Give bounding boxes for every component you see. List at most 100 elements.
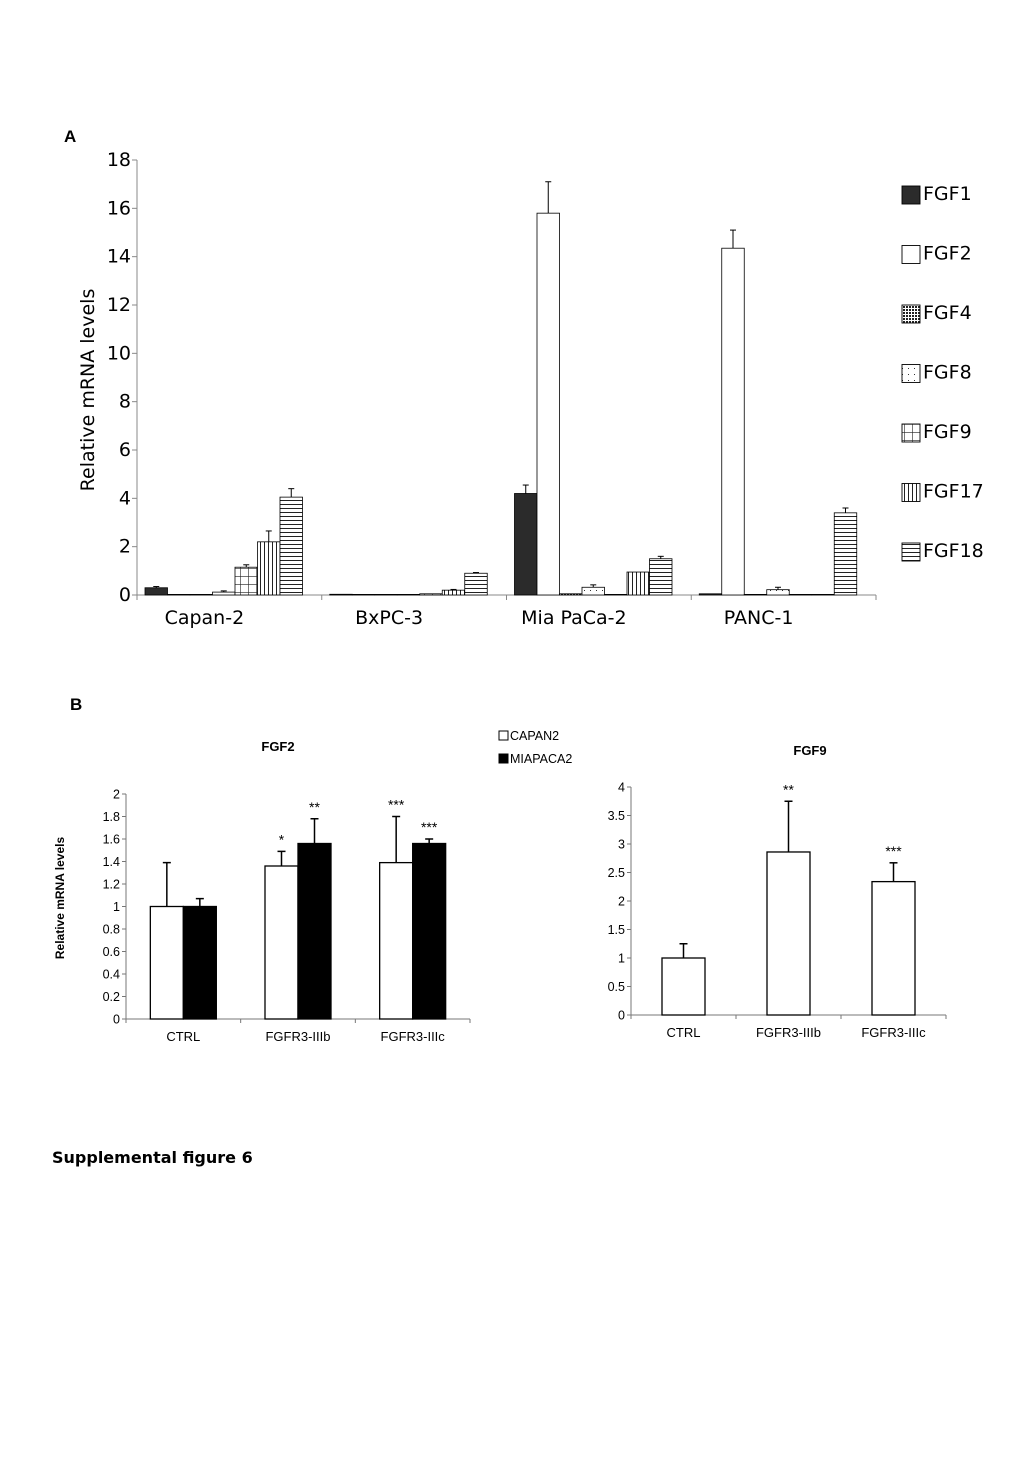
chart-a-y-tick-label: 4 bbox=[119, 487, 131, 509]
chart-a-bar-fgf4 bbox=[374, 594, 398, 596]
chart-a-bar-fgf1 bbox=[144, 587, 168, 596]
chart-a-legend-swatch bbox=[901, 185, 921, 205]
chart-a-bar-fgf2 bbox=[721, 247, 745, 596]
chart-b-fgf2: 0 0.2 0.4 0.6 0.8 1 1.2 1.4 1.6 1.8 2 CTRL FGFR3-III… bbox=[103, 729, 573, 1044]
chart-a-bar-fgf1 bbox=[329, 593, 353, 596]
chart-b1-bar-miapaca2 bbox=[297, 842, 332, 1020]
chart-b1-bar-capan2 bbox=[264, 865, 299, 1020]
chart-a-legend-swatch bbox=[901, 483, 921, 502]
chart-b1-y-tick-label: 0 bbox=[113, 1013, 120, 1027]
chart-a-legend-swatch bbox=[901, 364, 921, 383]
chart-b1-category-label: FGFR3-IIIc bbox=[381, 1029, 446, 1044]
chart-b1-significance-label: ** bbox=[309, 799, 320, 815]
chart-a-bar-fgf17 bbox=[626, 571, 650, 596]
chart-a-bar-fgf17 bbox=[811, 594, 835, 596]
chart-a-bar-fgf18 bbox=[649, 558, 673, 596]
chart-b1-significance-label: *** bbox=[388, 797, 405, 813]
chart-a-bar-fgf4 bbox=[189, 594, 213, 596]
chart-b2-y-tick-label: 3.5 bbox=[608, 809, 625, 823]
chart-a-legend-label: FGF18 bbox=[923, 540, 984, 562]
chart-b2-y-tick-label: 0 bbox=[618, 1009, 625, 1023]
chart-a-category-label: BxPC-3 bbox=[355, 607, 423, 629]
chart-b1-significance-label: * bbox=[279, 831, 285, 847]
chart-a-y-tick-label: 18 bbox=[107, 149, 131, 171]
chart-b2-y-tick-label: 2.5 bbox=[608, 866, 625, 880]
chart-b1-y-tick-label: 2 bbox=[113, 788, 120, 802]
chart-b2-significance-label: ** bbox=[783, 781, 794, 797]
chart-a-bar-fgf4 bbox=[559, 593, 583, 596]
chart-a-bar-fgf18 bbox=[464, 572, 488, 596]
chart-a-legend-label: FGF1 bbox=[923, 183, 972, 205]
chart-b1-y-tick-label: 1.8 bbox=[103, 810, 120, 824]
chart-b1-y-tick-label: 0.4 bbox=[103, 968, 120, 982]
chart-a-y-tick-label: 16 bbox=[107, 197, 131, 219]
chart-a-legend-swatch bbox=[901, 542, 921, 562]
chart-a-y-tick-label: 14 bbox=[107, 246, 131, 268]
chart-b1-y-tick-label: 1.6 bbox=[103, 833, 120, 847]
chart-b1-ylabel: Relative mRNA levels bbox=[53, 837, 67, 960]
chart-a-bar-fgf4 bbox=[743, 594, 768, 596]
chart-b2-y-tick-label: 1.5 bbox=[608, 923, 625, 937]
chart-b2-y-tick-label: 3 bbox=[618, 838, 625, 852]
chart-b2-category-label: CTRL bbox=[667, 1025, 701, 1040]
chart-a-legend-label: FGF9 bbox=[923, 421, 972, 443]
chart-b1-category-label: CTRL bbox=[166, 1029, 200, 1044]
chart-a-category-label: PANC-1 bbox=[724, 607, 794, 629]
chart-a-y-tick-label: 0 bbox=[119, 584, 131, 606]
chart-a-bar-fgf1 bbox=[514, 493, 538, 596]
chart-a-y-tick-label: 6 bbox=[119, 439, 131, 461]
chart-a-legend-swatch bbox=[901, 304, 921, 324]
chart-b1-bar-miapaca2 bbox=[182, 905, 217, 1020]
chart-a-bar-fgf8 bbox=[581, 586, 605, 596]
chart-b1-y-tick-label: 1.4 bbox=[103, 855, 120, 869]
chart-b1-title: FGF2 bbox=[261, 739, 294, 754]
chart-b1-category-label: FGFR3-IIIb bbox=[265, 1029, 330, 1044]
chart-b1-y-tick-label: 1.2 bbox=[103, 878, 120, 892]
chart-b1-y-tick-label: 0.2 bbox=[103, 990, 120, 1004]
chart-a-bar-fgf18 bbox=[833, 512, 858, 596]
chart-a-legend-swatch bbox=[901, 423, 921, 443]
chart-a-legend-label: FGF8 bbox=[923, 362, 972, 384]
chart-a-bar-fgf8 bbox=[212, 591, 236, 596]
chart-b1-y-tick-label: 1 bbox=[113, 900, 120, 914]
chart-b1-y-tick-label: 0.6 bbox=[103, 945, 120, 959]
chart-a-bar-fgf9 bbox=[419, 593, 443, 596]
chart-b2-category-label: FGFR3-IIIb bbox=[756, 1025, 821, 1040]
chart-a-y-tick-label: 2 bbox=[119, 536, 131, 558]
figure-caption: Supplemental figure 6 bbox=[52, 1148, 253, 1167]
chart-b1-legend-swatch bbox=[498, 753, 509, 764]
chart-b2-y-tick-label: 0.5 bbox=[608, 980, 625, 994]
chart-a-y-tick-label: 10 bbox=[107, 342, 131, 364]
chart-a-bar-fgf9 bbox=[234, 566, 258, 596]
chart-a-legend-swatch bbox=[901, 245, 921, 264]
chart-b1-legend-label: CAPAN2 bbox=[510, 729, 559, 743]
chart-b2-y-tick-label: 4 bbox=[618, 781, 625, 795]
chart-b1-legend-label: MIAPACA2 bbox=[510, 752, 572, 766]
panel-b-label: B bbox=[70, 695, 82, 714]
panel-a-label: A bbox=[64, 127, 76, 146]
chart-b2-significance-label: *** bbox=[885, 843, 902, 859]
chart-b1-significance-label: *** bbox=[421, 819, 438, 835]
chart-b2-y-tick-label: 1 bbox=[618, 952, 625, 966]
chart-a-bar-fgf2 bbox=[167, 594, 191, 596]
chart-a-bar-fgf8 bbox=[766, 589, 790, 596]
chart-a-y-tick-label: 8 bbox=[119, 391, 131, 413]
chart-a-bar-fgf8 bbox=[396, 594, 421, 596]
chart-b1-bar-miapaca2 bbox=[412, 842, 447, 1020]
chart-a-bar-fgf17 bbox=[257, 541, 281, 596]
chart-a-y-tick-label: 12 bbox=[107, 294, 131, 316]
chart-a-bar-fgf9 bbox=[788, 594, 813, 596]
chart-a-bar-fgf9 bbox=[604, 594, 628, 596]
chart-b1-legend-swatch bbox=[498, 730, 509, 741]
chart-b2-bar-series bbox=[661, 957, 706, 1016]
chart-b2-title: FGF9 bbox=[793, 743, 826, 758]
chart-b2-category-label: FGFR3-IIIc bbox=[861, 1025, 926, 1040]
chart-a-bar-fgf17 bbox=[441, 589, 466, 596]
chart-b2-y-tick-label: 2 bbox=[618, 895, 625, 909]
chart-a-bar-fgf2 bbox=[351, 594, 376, 596]
chart-b1-y-tick-label: 0.8 bbox=[103, 923, 120, 937]
chart-a-bar-fgf2 bbox=[536, 212, 560, 596]
chart-a-ylabel: Relative mRNA levels bbox=[77, 289, 99, 492]
chart-a-category-label: Capan-2 bbox=[165, 607, 245, 629]
